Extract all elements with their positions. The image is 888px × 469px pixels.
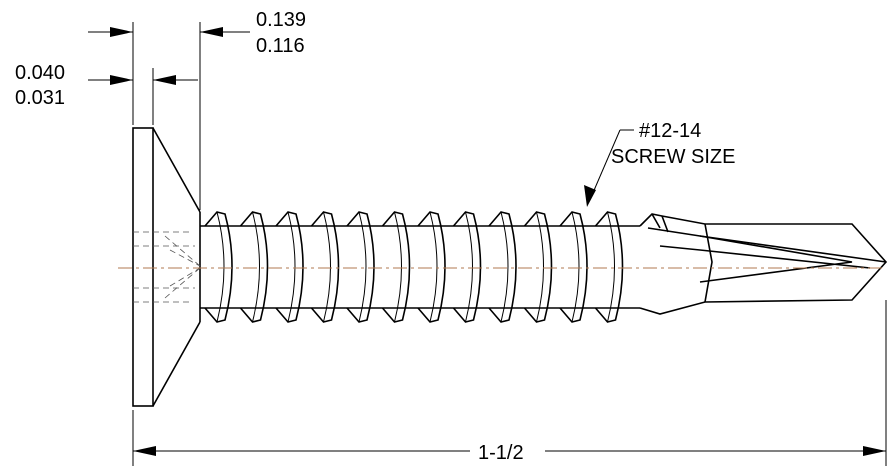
length-dimension: 1-1/2 [132,300,887,466]
screw-size-label: #12-14 [639,120,701,142]
thread-crest [488,211,517,323]
thread-crest [594,211,624,323]
arrowhead-inner [200,27,223,37]
flute-edge-mid [659,245,871,269]
thread-flank [358,211,367,323]
arrowhead-left [110,75,133,85]
thread-crest [310,211,340,323]
thread-flank [429,211,438,323]
thread-crest [417,211,446,323]
head-height-max-label: 0.139 [256,9,306,31]
head-thickness-dimension: 0.040 0.031 [15,22,198,125]
thread-crest [239,211,269,323]
thread-crest [559,211,588,323]
callout-leader [591,129,621,196]
thread-crest [381,211,411,323]
head-height-dimension: 0.139 0.116 [88,9,306,210]
thread-flank [323,211,331,323]
thread-flank [252,211,260,323]
length-label: 1-1/2 [478,442,524,464]
arrowhead-outer [110,27,133,37]
thread-crest [452,211,482,323]
thread-flank [287,211,296,323]
screw-head [132,127,201,407]
flute-lip [651,213,669,233]
thread-crest [275,211,304,323]
threaded-shank [200,211,640,323]
drill-outline [639,213,888,315]
thread-crest [523,211,553,323]
flute-shoulder [704,223,713,303]
head-face [132,127,154,407]
head-thickness-min-label: 0.031 [15,87,65,109]
countersink-flank [152,127,201,407]
screw-size-callout: #12-14 SCREW SIZE [584,120,735,207]
head-thickness-max-label: 0.040 [15,62,65,84]
drill-point [639,213,888,315]
thread-flank [500,211,509,323]
screw-size-caption: SCREW SIZE [611,146,735,168]
thread-flank [571,211,580,323]
length-arrowhead-left [133,446,156,456]
thread-flank [394,211,402,323]
point-bevel [699,235,853,283]
arrowhead-right [153,75,176,85]
thread-flank [607,211,615,323]
callout-arrowhead [584,185,596,207]
thread-flank [465,211,473,323]
thread-crest [204,211,233,323]
recess-cone [164,235,201,299]
thread-flank [536,211,544,323]
thread-flank [216,211,225,323]
length-arrowhead-right [863,446,886,456]
thread-crest [346,211,375,323]
head-height-min-label: 0.116 [256,35,305,57]
